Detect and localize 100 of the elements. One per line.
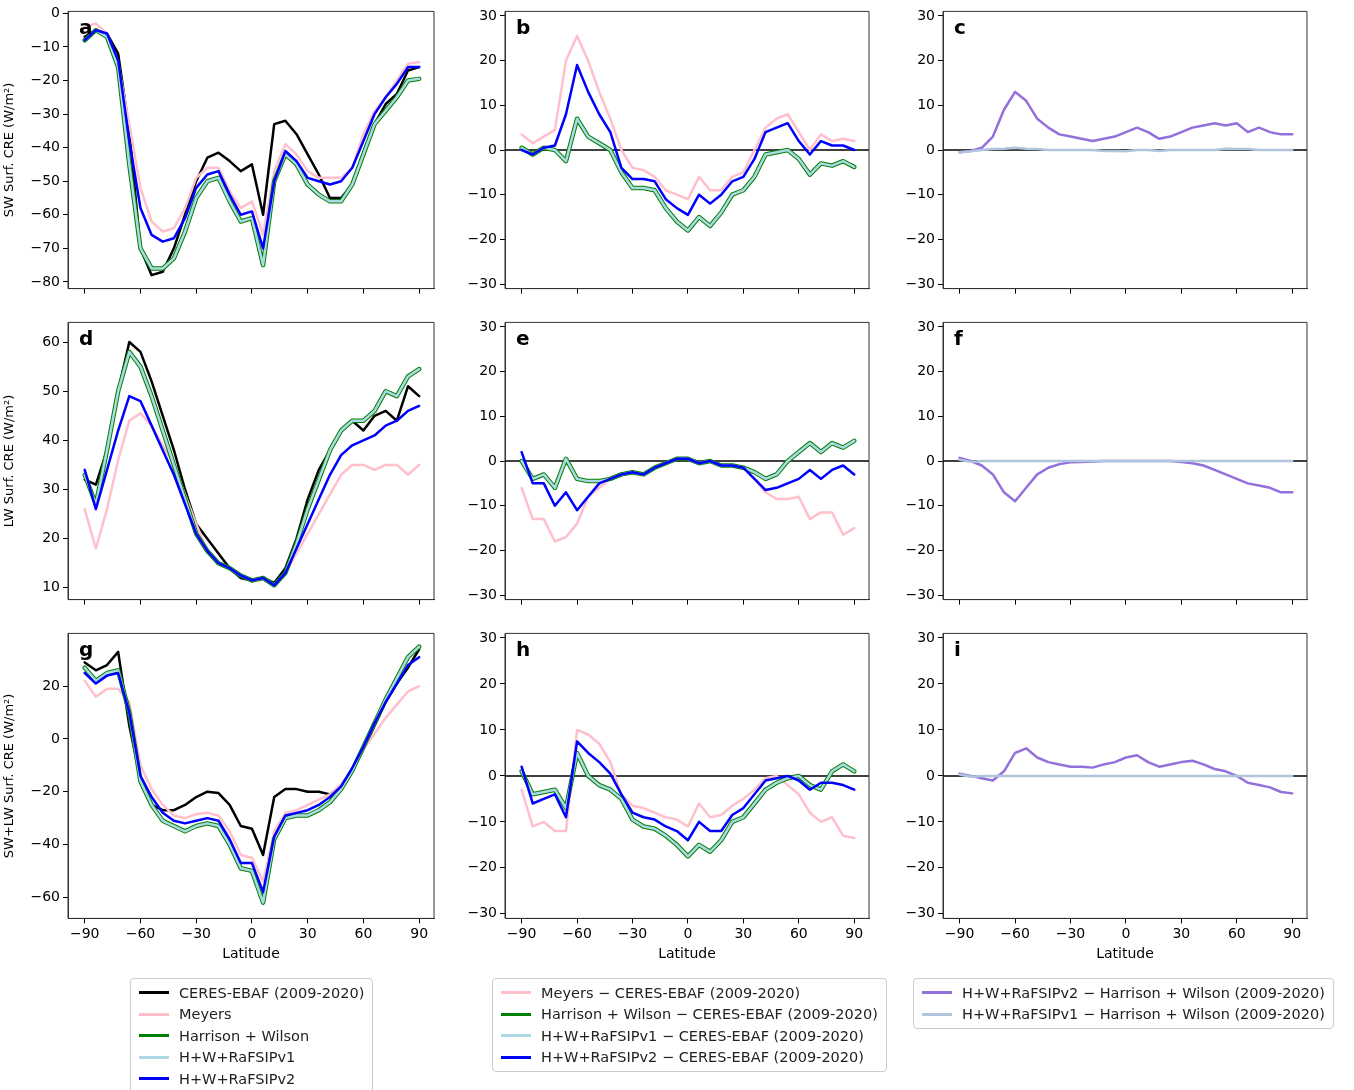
y-tick-label: 0 bbox=[926, 766, 935, 783]
y-tick-label: −10 bbox=[467, 496, 497, 513]
y-tick-label: −10 bbox=[905, 496, 935, 513]
legend-label: H+W+RaFSIPv2 bbox=[179, 1070, 296, 1087]
chart-title: b bbox=[516, 14, 531, 39]
x-tick-label: −60 bbox=[562, 925, 592, 942]
x-tick-label: 60 bbox=[789, 925, 808, 942]
chart-title: i bbox=[954, 636, 961, 661]
y-tick-label: 10 bbox=[917, 95, 935, 112]
y-tick-label: 20 bbox=[917, 674, 935, 691]
y-tick-label: 50 bbox=[42, 381, 60, 398]
y-tick-label: 30 bbox=[917, 628, 935, 645]
x-tick-label: −90 bbox=[944, 925, 975, 942]
y-axis-title: LW Surf. CRE (W/m²) bbox=[1, 394, 17, 528]
x-tick-label: 0 bbox=[1121, 925, 1131, 942]
legend-label: H+W+RaFSIPv1 − Harrison + Wilson (2009-2020) bbox=[962, 1006, 1325, 1023]
y-tick-label: −10 bbox=[905, 812, 935, 829]
y-tick-label: 0 bbox=[488, 140, 497, 157]
chart-title: f bbox=[954, 325, 963, 350]
x-tick-label: 0 bbox=[247, 925, 257, 942]
y-tick-label: −40 bbox=[30, 835, 60, 852]
y-tick-label: 30 bbox=[917, 6, 935, 23]
legend-label: H+W+RaFSIPv1 − CERES-EBAF (2009-2020) bbox=[541, 1027, 864, 1044]
y-tick-label: −10 bbox=[467, 185, 497, 202]
y-tick-label: −20 bbox=[905, 858, 935, 875]
y-tick-label: 10 bbox=[479, 95, 497, 112]
chart-title: a bbox=[79, 14, 93, 39]
legend-label: H+W+RaFSIPv2 − Harrison + Wilson (2009-2020) bbox=[962, 984, 1325, 1001]
x-axis-title: Latitude bbox=[658, 945, 716, 962]
x-tick-label: −30 bbox=[181, 925, 211, 942]
x-tick-label: 30 bbox=[734, 925, 753, 942]
y-tick-label: 20 bbox=[479, 362, 497, 379]
y-tick-label: 10 bbox=[479, 406, 497, 423]
y-tick-label: 30 bbox=[479, 317, 497, 334]
y-tick-label: 30 bbox=[917, 317, 935, 334]
y-tick-label: −20 bbox=[467, 541, 497, 558]
y-tick-label: −20 bbox=[467, 230, 497, 247]
y-tick-label: 0 bbox=[926, 451, 935, 468]
y-tick-label: 20 bbox=[479, 51, 497, 68]
chart-title: g bbox=[79, 636, 94, 661]
y-tick-label: −30 bbox=[905, 585, 935, 602]
y-tick-label: −10 bbox=[467, 812, 497, 829]
chart-title: e bbox=[516, 325, 530, 350]
y-tick-label: 20 bbox=[917, 51, 935, 68]
legend-label: Meyers bbox=[179, 1006, 232, 1023]
x-tick-label: 60 bbox=[354, 925, 373, 942]
y-tick-label: −60 bbox=[30, 205, 60, 222]
y-tick-label: 0 bbox=[51, 729, 60, 746]
x-tick-label: 90 bbox=[845, 925, 864, 942]
y-tick-label: 20 bbox=[917, 362, 935, 379]
y-tick-label: −30 bbox=[467, 274, 497, 291]
y-tick-label: −20 bbox=[905, 230, 935, 247]
x-tick-label: 60 bbox=[1227, 925, 1246, 942]
y-tick-label: 20 bbox=[42, 676, 60, 693]
y-tick-label: −70 bbox=[30, 238, 60, 255]
y-tick-label: −20 bbox=[905, 541, 935, 558]
x-tick-label: 90 bbox=[1283, 925, 1302, 942]
y-tick-label: 0 bbox=[926, 140, 935, 157]
x-tick-label: −60 bbox=[125, 925, 156, 942]
x-tick-label: −90 bbox=[506, 925, 537, 942]
y-tick-label: 0 bbox=[51, 4, 60, 21]
y-tick-label: −80 bbox=[30, 272, 60, 289]
y-tick-label: −20 bbox=[30, 782, 60, 799]
y-tick-label: −30 bbox=[905, 904, 935, 921]
legend-label: CERES-EBAF (2009-2020) bbox=[179, 984, 365, 1001]
x-tick-label: 30 bbox=[298, 925, 317, 942]
x-tick-label: −30 bbox=[1055, 925, 1086, 942]
legend-label: H+W+RaFSIPv1 bbox=[179, 1049, 296, 1066]
y-tick-label: 30 bbox=[42, 480, 60, 497]
legend-label: Meyers − CERES-EBAF (2009-2020) bbox=[541, 984, 801, 1001]
y-tick-label: −50 bbox=[30, 171, 60, 188]
y-tick-label: 0 bbox=[488, 451, 497, 468]
x-tick-label: −90 bbox=[69, 925, 100, 942]
y-tick-label: −30 bbox=[905, 274, 935, 291]
y-tick-label: −30 bbox=[467, 904, 497, 921]
chart-title: c bbox=[954, 14, 966, 39]
y-tick-label: −60 bbox=[30, 887, 60, 904]
y-tick-label: −10 bbox=[905, 185, 935, 202]
y-tick-label: 10 bbox=[917, 720, 935, 737]
y-tick-label: 20 bbox=[42, 529, 60, 546]
y-tick-label: −20 bbox=[30, 71, 60, 88]
y-tick-label: −10 bbox=[30, 37, 60, 54]
y-tick-label: 10 bbox=[917, 406, 935, 423]
y-tick-label: −30 bbox=[467, 585, 497, 602]
x-tick-label: −60 bbox=[1000, 925, 1030, 942]
x-tick-label: −30 bbox=[617, 925, 648, 942]
legend-label: H+W+RaFSIPv2 − CERES-EBAF (2009-2020) bbox=[541, 1049, 864, 1066]
chart-title: h bbox=[516, 636, 531, 661]
y-tick-label: 10 bbox=[42, 578, 60, 595]
y-tick-label: 10 bbox=[479, 720, 497, 737]
legend-label: Harrison + Wilson bbox=[179, 1027, 310, 1044]
y-tick-label: 30 bbox=[479, 6, 497, 23]
y-tick-label: 20 bbox=[479, 674, 497, 691]
x-tick-label: 0 bbox=[683, 925, 693, 942]
x-tick-label: 90 bbox=[410, 925, 429, 942]
x-axis-title: Latitude bbox=[222, 945, 280, 962]
y-tick-label: −20 bbox=[467, 858, 497, 875]
y-tick-label: 60 bbox=[42, 332, 60, 349]
y-tick-label: 0 bbox=[488, 766, 497, 783]
x-tick-label: 30 bbox=[1172, 925, 1191, 942]
